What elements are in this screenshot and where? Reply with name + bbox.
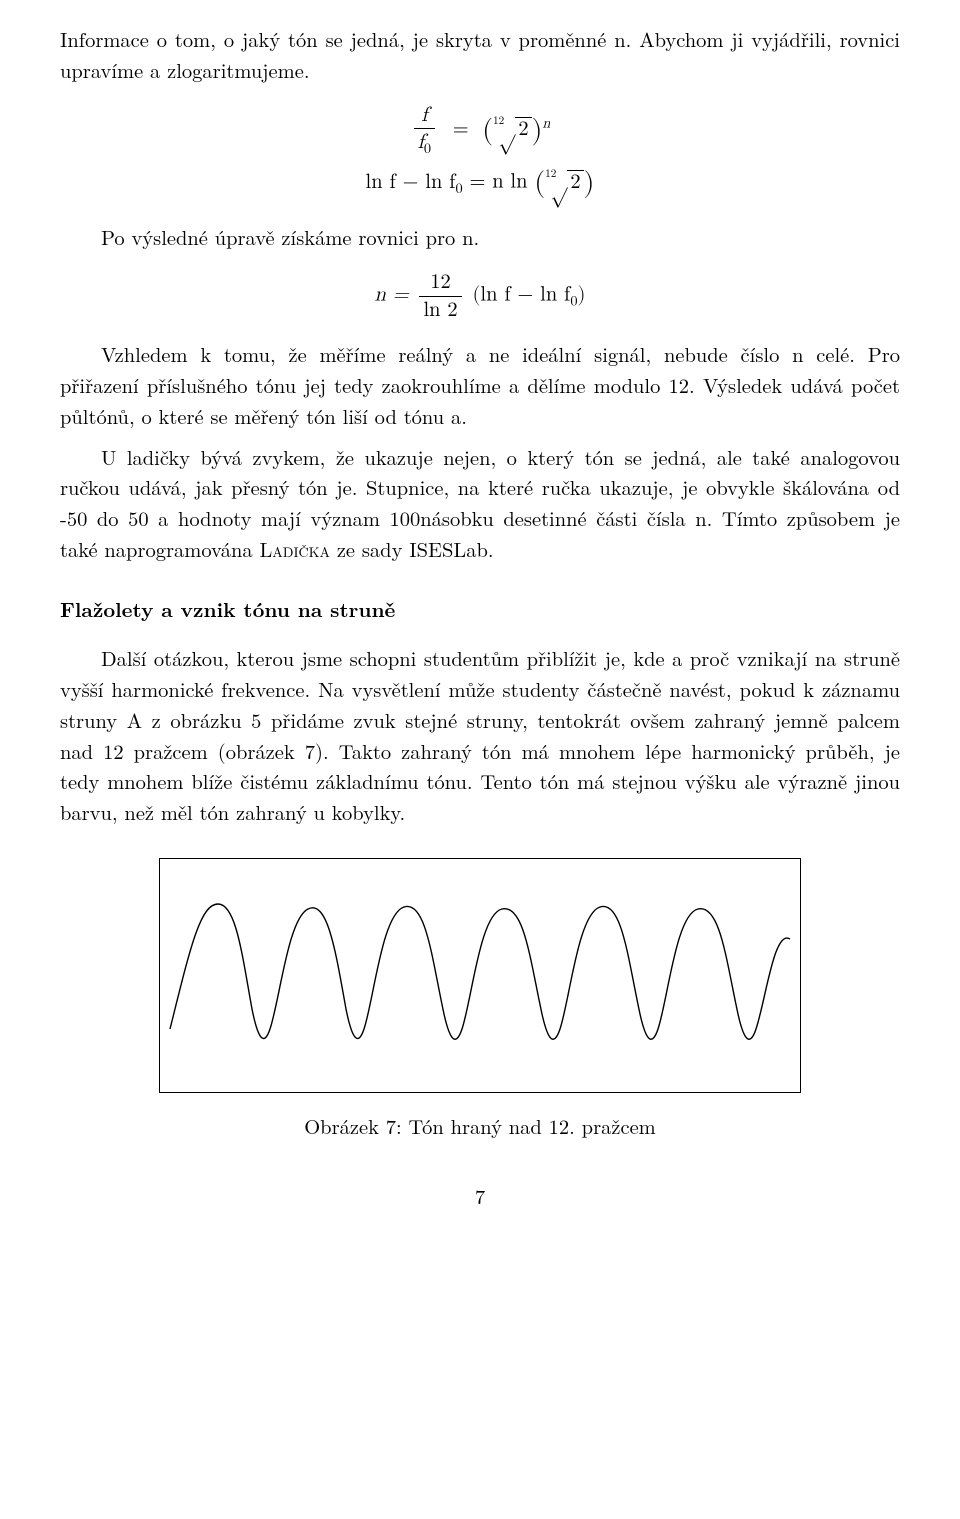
- paragraph-4: U ladičky bývá zvykem, že ukazuje nejen,…: [60, 442, 900, 565]
- figure-7-caption: Obrázek 7: Tón hraný nad 12. pražcem: [60, 1111, 900, 1142]
- section-heading: Flažolety a vznik tónu na struně: [60, 595, 900, 626]
- equation-3: n = 12 ln 2 (ln f − ln f0): [60, 271, 900, 321]
- eq2-mid: = n ln: [463, 171, 535, 192]
- eq1-exp: n: [542, 115, 550, 130]
- eq3-sub: 0: [570, 294, 577, 309]
- paragraph-2: Po výsledné úpravě získáme rovnici pro n…: [60, 222, 900, 253]
- figure-7-box: [159, 858, 801, 1093]
- eq3-rhs-b: ): [578, 284, 586, 305]
- eq3-lhs: n =: [375, 284, 416, 305]
- eq1-den-sub: 0: [424, 141, 431, 156]
- eq3-den: ln 2: [419, 297, 461, 322]
- waveform-svg: [160, 859, 800, 1084]
- paragraph-5: Další otázkou, kterou jsme schopni stude…: [60, 643, 900, 828]
- eq3-rhs-a: (ln f − ln f: [472, 284, 570, 305]
- paragraph-intro: Informace o tom, o jaký tón se jedná, je…: [60, 24, 900, 86]
- page-number: 7: [60, 1181, 900, 1212]
- figure-7: [60, 858, 900, 1093]
- eq1-num: f: [414, 104, 435, 130]
- equation-1: f f0 = (12√2)n: [60, 104, 900, 157]
- paragraph-4b: ze sady ISESLab.: [330, 534, 494, 563]
- equation-block-1: f f0 = (12√2)n ln f − ln f0 = n ln (12√2…: [60, 104, 900, 205]
- eq3-num: 12: [419, 271, 461, 297]
- eq1-radicand: 2: [515, 117, 531, 139]
- eq2-radicand: 2: [567, 170, 583, 192]
- equation-2: ln f − ln f0 = n ln (12√2): [60, 163, 900, 205]
- paragraph-3: Vzhledem k tomu, že měříme reálný a ne i…: [60, 339, 900, 431]
- equation-block-2: n = 12 ln 2 (ln f − ln f0): [60, 271, 900, 321]
- waveform-path: [170, 904, 790, 1039]
- ladicka-name: Ladička: [259, 534, 330, 563]
- eq2-left: ln f − ln f0: [366, 171, 463, 192]
